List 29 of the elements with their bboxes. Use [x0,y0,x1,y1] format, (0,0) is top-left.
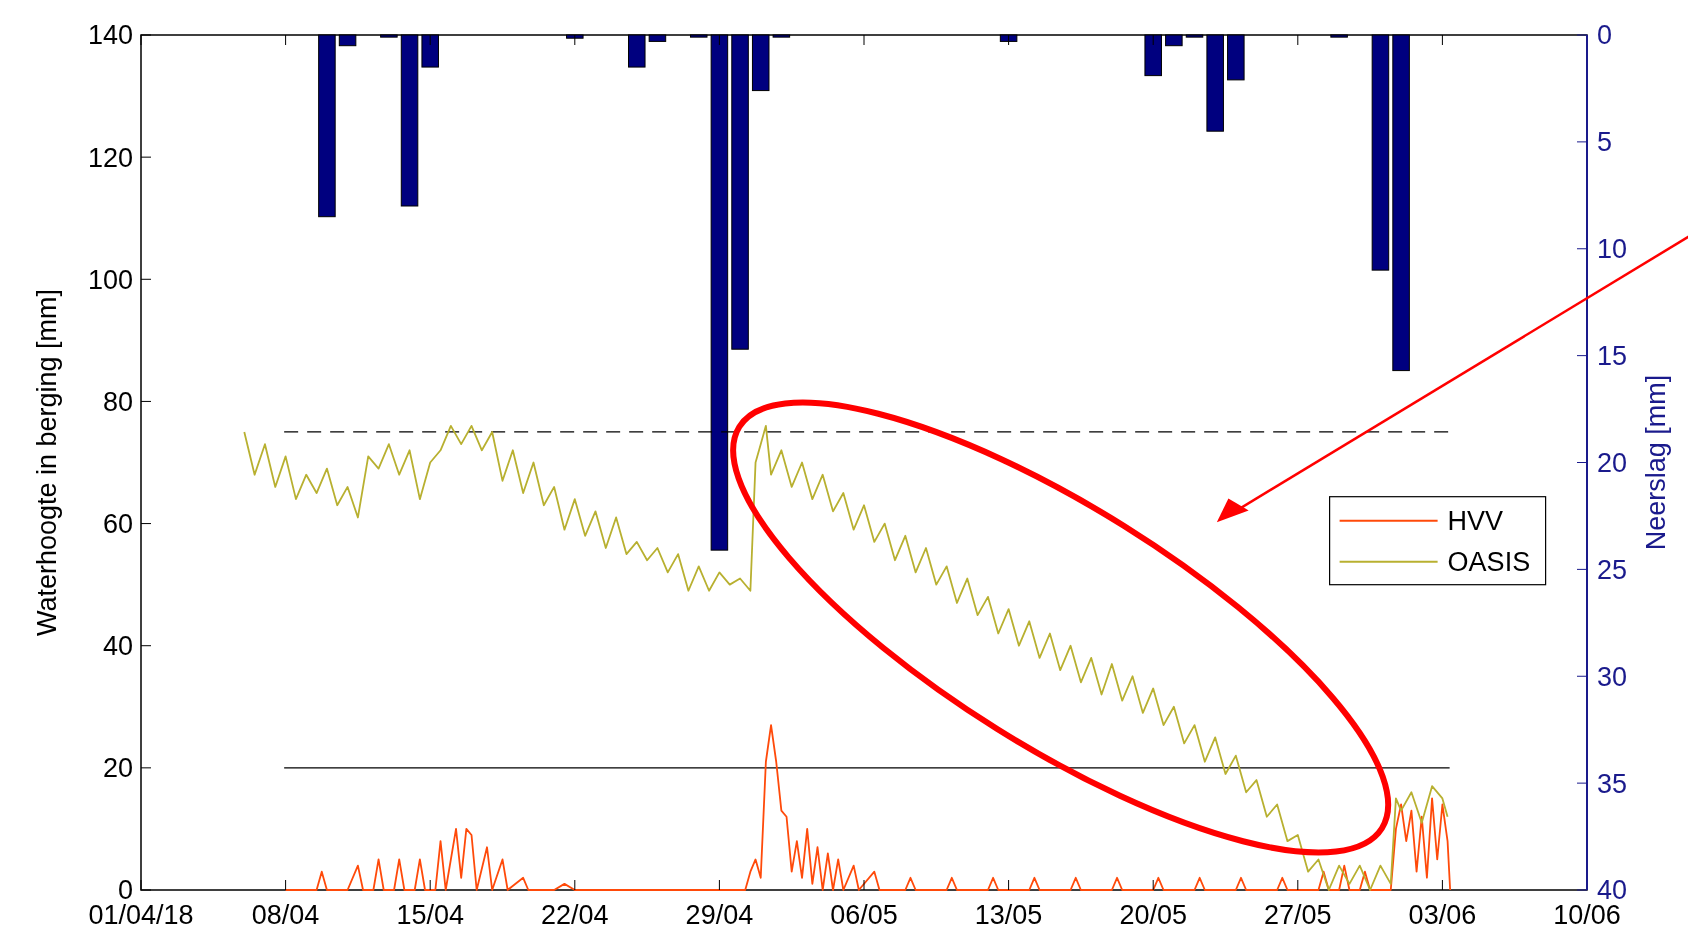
y2-tick-label: 15 [1597,341,1628,372]
x-tick-label: 22/04 [541,900,609,930]
x-tick-label: 20/05 [1119,900,1187,930]
y2-tick-label: 30 [1597,661,1628,692]
x-tick-label: 03/06 [1408,900,1477,930]
y-tick-label: 120 [87,142,133,173]
legend-label: HVV [1447,506,1504,537]
y-tick-label: 140 [87,20,133,51]
y2-axis-title: Neerslag [mm] [1641,374,1671,551]
legend-label: OASIS [1447,547,1531,578]
x-tick-label: 01/04/18 [88,900,194,930]
y2-tick-label: 10 [1597,234,1628,265]
x-tick-label: 08/04 [251,900,320,930]
y-tick-label: 40 [102,631,133,662]
y-axis-title: Waterhoogte in berging [mm] [32,288,62,637]
y2-tick-label: 0 [1597,20,1613,51]
y2-tick-label: 35 [1597,768,1628,799]
x-tick-label: 13/05 [974,900,1043,930]
x-tick-label: 29/04 [685,900,754,930]
y2-tick-label: 20 [1597,447,1628,478]
x-tick-label: 27/05 [1264,900,1332,930]
x-tick-label: 15/04 [396,900,464,930]
x-tick-label: 06/05 [830,900,898,930]
y-tick-label: 20 [102,753,133,784]
y2-tick-label: 25 [1597,554,1628,585]
y2-tick-label: 5 [1597,127,1613,158]
y-tick-label: 60 [102,509,133,540]
y-tick-label: 80 [102,386,133,417]
y-tick-label: 100 [87,264,133,295]
